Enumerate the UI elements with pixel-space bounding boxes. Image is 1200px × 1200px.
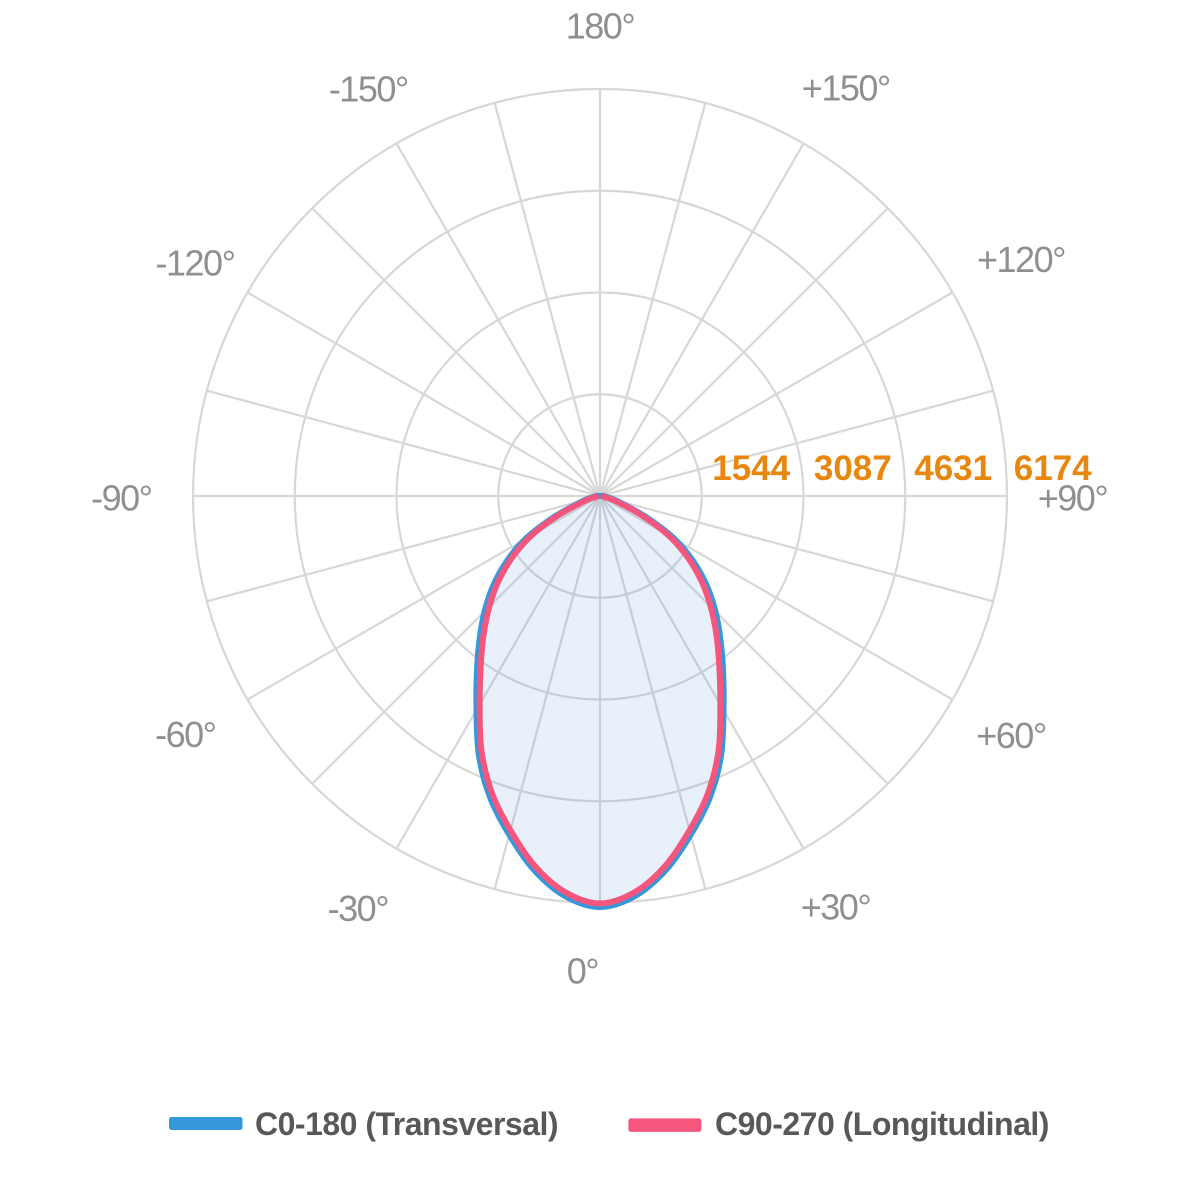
svg-text:3087: 3087 (814, 449, 892, 488)
svg-text:6174: 6174 (1014, 449, 1092, 488)
svg-text:+60°: +60° (976, 715, 1046, 756)
svg-text:-30°: -30° (328, 888, 389, 929)
svg-text:-90°: -90° (91, 477, 152, 518)
svg-text:C90-270 (Longitudinal): C90-270 (Longitudinal) (715, 1106, 1049, 1142)
svg-text:-120°: -120° (156, 243, 235, 284)
svg-text:1544: 1544 (712, 449, 790, 488)
svg-text:0°: 0° (567, 951, 599, 992)
svg-text:-60°: -60° (155, 714, 216, 755)
svg-text:180°: 180° (566, 6, 635, 47)
svg-text:+30°: +30° (801, 887, 871, 928)
svg-text:4631: 4631 (914, 449, 992, 488)
svg-text:+120°: +120° (977, 239, 1065, 280)
svg-text:+90°: +90° (1038, 478, 1108, 519)
svg-text:-150°: -150° (329, 68, 408, 109)
svg-text:+150°: +150° (802, 68, 890, 109)
svg-text:C0-180 (Transversal): C0-180 (Transversal) (255, 1106, 558, 1142)
